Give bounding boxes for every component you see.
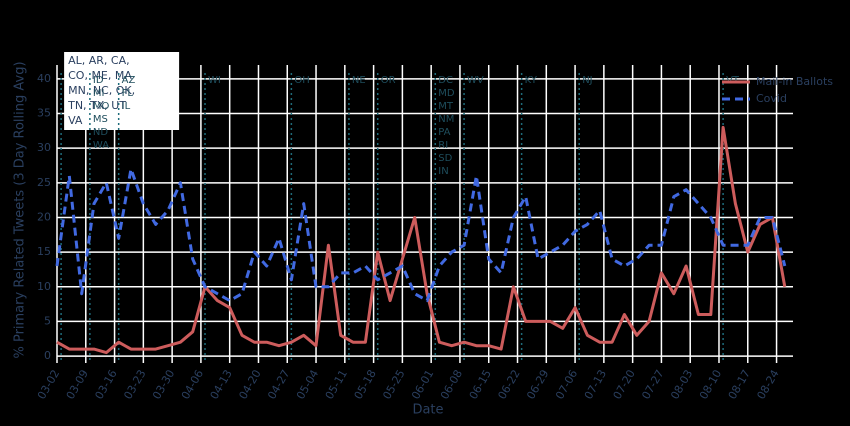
annotation-text: WA bbox=[93, 140, 109, 151]
annotation-text: ID bbox=[93, 75, 104, 86]
annotation-text: AL, AR, CA, bbox=[68, 54, 130, 67]
series-line bbox=[56, 125, 787, 355]
y-axis-title: % Primary Related Tweets (3 Day Rolling … bbox=[13, 61, 28, 358]
annotation-box bbox=[64, 52, 180, 130]
annotation-text: PA bbox=[438, 127, 450, 138]
annotation-text: IL bbox=[122, 101, 131, 112]
y-tick-label: 20 bbox=[37, 210, 51, 223]
annotation-text: MS bbox=[93, 114, 108, 125]
annotation-text: NE bbox=[352, 75, 366, 86]
annotation-text: MO bbox=[93, 101, 110, 112]
annotation-text: CO, ME, MA bbox=[68, 69, 132, 82]
annotation-text: VA bbox=[68, 114, 83, 127]
annotation-text: OR bbox=[381, 75, 396, 86]
annotation-text: KY bbox=[525, 75, 538, 86]
y-tick-label: 35 bbox=[37, 107, 51, 120]
y-tick-label: 40 bbox=[37, 72, 51, 85]
annotation-text: NJ bbox=[582, 75, 592, 86]
legend-label: Covid bbox=[756, 92, 787, 105]
annotation-text: DC bbox=[438, 75, 453, 86]
y-tick-label: 0 bbox=[44, 349, 51, 362]
annotation-text: OH bbox=[294, 75, 309, 86]
annotation-text: ND bbox=[93, 127, 108, 138]
y-tick-label: 25 bbox=[37, 176, 51, 189]
annotation-text: MT bbox=[438, 101, 454, 112]
annotation-text: RI bbox=[438, 140, 448, 151]
annotation-text: NM bbox=[438, 114, 454, 125]
annotation-text: IN bbox=[438, 166, 448, 177]
y-tick-label: 5 bbox=[44, 314, 51, 327]
annotation-text: FL bbox=[122, 88, 134, 99]
annotation-text: SD bbox=[438, 153, 452, 164]
annotation-text: WV bbox=[467, 75, 484, 86]
y-tick-label: 30 bbox=[37, 141, 51, 154]
annotation-text: MI bbox=[93, 88, 105, 99]
x-axis-title: Date bbox=[412, 403, 443, 418]
annotation-text: MD bbox=[438, 88, 455, 99]
y-tick-label: 15 bbox=[37, 245, 51, 258]
y-tick-label: 10 bbox=[37, 280, 51, 293]
legend-label: Mail-in Ballots bbox=[756, 75, 833, 88]
annotation-text: TN, TX, UT bbox=[67, 99, 126, 112]
annotation-text: AZ bbox=[122, 75, 136, 86]
annotation-text: WI bbox=[208, 75, 221, 86]
series-line bbox=[55, 167, 787, 303]
